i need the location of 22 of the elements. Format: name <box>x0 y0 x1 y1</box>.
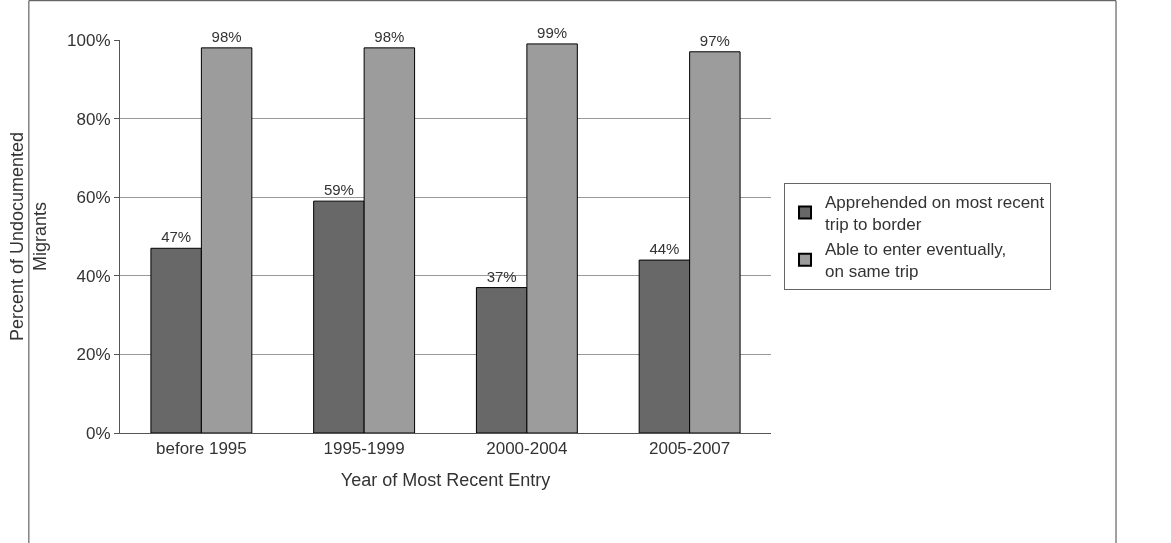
y-axis-title: Percent of Undocumented Migrants <box>6 131 51 342</box>
x-axis-title: Year of Most Recent Entry <box>340 469 551 490</box>
data-label: 98% <box>211 27 242 45</box>
data-label: 37% <box>486 267 517 285</box>
legend-label: Able to enter eventually, on same trip <box>825 240 1007 282</box>
x-tick-label: before 1995 <box>156 439 247 459</box>
y-tick-label: 0% <box>86 423 111 443</box>
x-tick-label: 1995-1999 <box>323 439 405 459</box>
y-tick-label: 20% <box>76 345 111 365</box>
x-tick-label: 2000-2004 <box>486 439 568 459</box>
data-label: 47% <box>161 228 192 246</box>
data-label: 97% <box>699 31 730 49</box>
y-tick-label: 100% <box>67 30 111 50</box>
y-tick-label: 40% <box>76 266 111 286</box>
data-label: 44% <box>649 240 680 258</box>
y-tick-label: 80% <box>76 109 111 129</box>
legend-label: Apprehended on most recent trip to border <box>825 193 1045 235</box>
x-tick-label: 2005-2007 <box>648 439 731 459</box>
y-tick-label: 60% <box>76 188 111 208</box>
data-label: 99% <box>537 23 568 41</box>
data-label: 98% <box>374 27 405 45</box>
data-label: 59% <box>323 181 354 199</box>
